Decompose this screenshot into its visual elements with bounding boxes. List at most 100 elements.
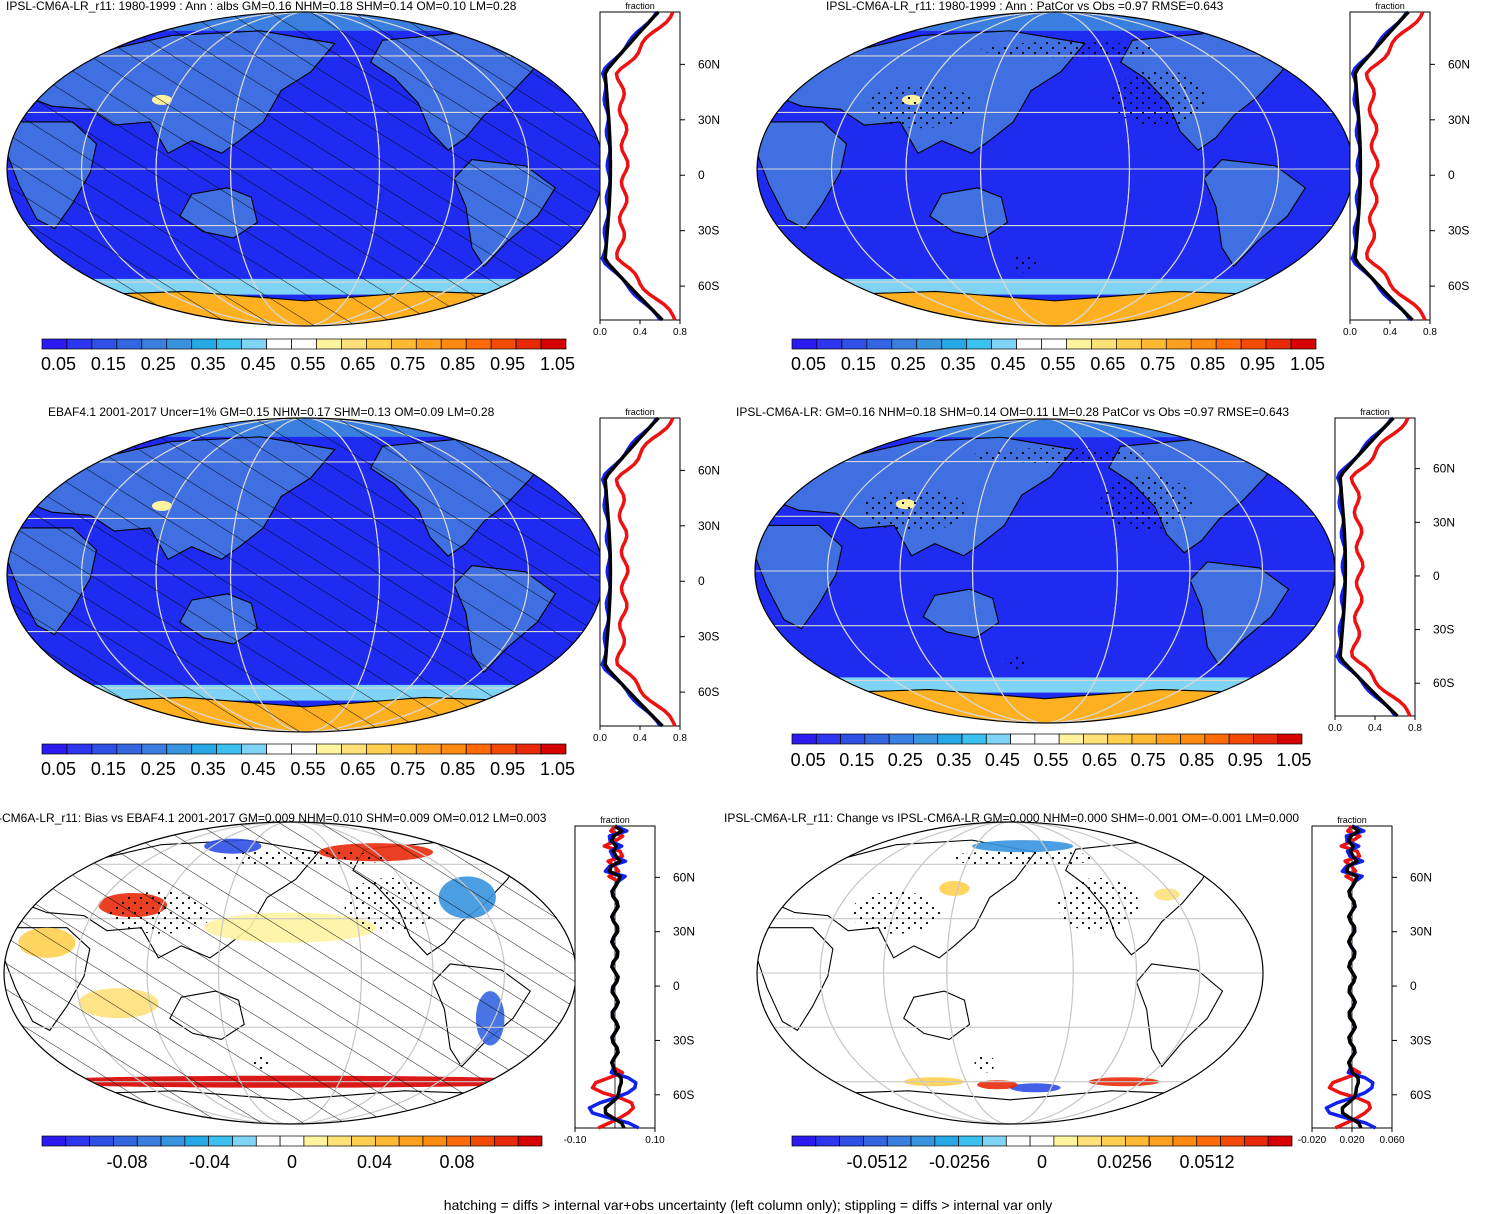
- panel-obs-ebaf: EBAF4.1 2001-2017 Uncer=1% GM=0.15 NHM=0…: [6, 405, 720, 779]
- colorbar-swatch: [1083, 733, 1109, 745]
- colorbar-swatch: [41, 1135, 67, 1147]
- colorbar: -0.08 -0.04 0 0.04 0.08: [41, 1135, 543, 1172]
- stipple-region: [218, 850, 391, 866]
- colorbar-swatch: [1165, 338, 1192, 350]
- colorbar-label: 0.75: [1140, 354, 1175, 374]
- colorbar-swatch: [266, 338, 292, 350]
- stipple-region: [980, 41, 1160, 58]
- colorbar-swatch: [1215, 338, 1242, 350]
- profile-x-label: 0.8: [673, 733, 687, 744]
- colorbar-swatch: [116, 743, 143, 755]
- hatching: [4, 822, 576, 1124]
- colorbar-swatch: [490, 743, 517, 755]
- stippling: [862, 447, 1193, 672]
- change-patch: [1154, 888, 1180, 901]
- profile-curve-black: [603, 416, 664, 728]
- colorbar-swatch: [465, 338, 492, 350]
- stipple-region: [850, 891, 942, 934]
- colorbar-swatch: [398, 1135, 424, 1147]
- colorbar-swatch: [341, 338, 367, 350]
- profile-lat-label: 30N: [1448, 113, 1470, 127]
- colorbar-swatch: [279, 1135, 305, 1147]
- colorbar-swatch: [540, 338, 567, 350]
- colorbar: -0.0512 -0.0256 0 0.0256 0.0512: [791, 1135, 1293, 1172]
- colorbar-swatch: [937, 733, 963, 745]
- colorbar-swatch: [91, 338, 118, 350]
- panel-model-r11: IPSL-CM6A-LR_r11: 1980-1999 : Ann : albs…: [6, 0, 720, 374]
- colorbar-swatch: [216, 743, 242, 755]
- land-samerica: [1189, 561, 1290, 667]
- colorbar-swatch: [941, 338, 968, 350]
- colorbar-label: 0.75: [1131, 750, 1166, 770]
- colorbar-label: 0.08: [439, 1152, 474, 1172]
- colorbar-swatch: [913, 733, 939, 745]
- meridian-line: [882, 822, 1138, 1124]
- colorbar-swatch: [815, 1135, 840, 1147]
- colorbar-swatch: [841, 338, 868, 350]
- profile-x-label: 0.4: [1383, 327, 1397, 338]
- profile-lat-label: 60N: [1448, 57, 1470, 71]
- colorbar-label: 0.95: [1228, 750, 1263, 770]
- profile-lat-label: 60N: [1410, 870, 1432, 884]
- colorbar-label: 0.04: [357, 1152, 392, 1172]
- colorbar-swatch: [191, 338, 218, 350]
- colorbar-swatch: [266, 743, 292, 755]
- map-field: [755, 419, 1335, 723]
- colorbar-swatch: [1029, 1135, 1055, 1147]
- colorbar-swatch: [415, 743, 442, 755]
- colorbar-label: 0.35: [941, 354, 976, 374]
- colorbar-swatch: [327, 1135, 352, 1147]
- change-patch: [977, 1080, 1018, 1090]
- colorbar-label: 0.55: [1040, 354, 1075, 374]
- profile-lat-label: 30S: [673, 1033, 694, 1047]
- colorbar-swatch: [91, 743, 118, 755]
- colorbar-swatch: [41, 743, 68, 755]
- colorbar-label: 0.95: [490, 759, 525, 779]
- profile-lat-label: 60S: [1448, 279, 1469, 293]
- colorbar-swatch: [136, 1135, 162, 1147]
- colorbar-swatch: [351, 1135, 376, 1147]
- colorbar-swatch: [1220, 1135, 1245, 1147]
- colorbar-swatch: [1016, 338, 1042, 350]
- panel-model-r11-patcor: IPSL-CM6A-LR_r11: 1980-1999 : Ann : PatC…: [756, 0, 1470, 374]
- profile-lat-label: 60N: [698, 463, 720, 477]
- colorbar-swatch: [791, 338, 818, 350]
- colorbar-swatch: [1101, 1135, 1126, 1147]
- colorbar-label: 0.45: [241, 759, 276, 779]
- colorbar-swatch: [891, 338, 918, 350]
- colorbar-label: 0.65: [340, 759, 375, 779]
- colorbar-swatch: [216, 338, 242, 350]
- colorbar-label: 0.55: [290, 759, 325, 779]
- southern-ocean-band: [757, 278, 1353, 295]
- colorbar-label: 0.55: [290, 354, 325, 374]
- colorbar-swatch: [1204, 733, 1230, 745]
- profile-lat-label: 30N: [1410, 925, 1432, 939]
- coast-greenland: [472, 824, 549, 859]
- profile-lat-label: 30N: [698, 113, 720, 127]
- profile-x-label: 0.8: [1423, 327, 1437, 338]
- colorbar-swatch: [866, 338, 893, 350]
- colorbar-swatch: [303, 1135, 329, 1147]
- stippling: [850, 850, 1140, 1073]
- profile-x-label: -0.10: [564, 1135, 587, 1146]
- colorbar-swatch: [840, 733, 866, 745]
- colorbar: 0.05 0.15 0.25 0.35 0.45 0.55 0.65 0.75 0.85 0.95…: [41, 338, 575, 374]
- southern-ocean-band: [755, 677, 1335, 693]
- profile-lat-label: 30S: [1410, 1033, 1431, 1047]
- colorbar-label: 0.85: [440, 759, 475, 779]
- colorbar-swatch: [191, 743, 218, 755]
- colorbar-swatch: [494, 1135, 519, 1147]
- colorbar-swatch: [89, 1135, 114, 1147]
- colorbar-label: 1.05: [540, 759, 575, 779]
- colorbar-swatch: [422, 1135, 448, 1147]
- colorbar-label: 0.95: [1240, 354, 1275, 374]
- profile-axis-label: fraction: [1375, 1, 1405, 11]
- profile-lat-label: 0: [1448, 168, 1455, 182]
- colorbar-swatch: [1140, 338, 1167, 350]
- colorbar-swatch: [141, 338, 168, 350]
- stipple-region: [109, 891, 213, 934]
- stipple-region: [867, 84, 975, 129]
- panel-title: IPSL-CM6A-LR_r11: Change vs IPSL-CM6A-LR…: [724, 811, 1299, 825]
- colorbar-swatch: [440, 338, 467, 350]
- colorbar-swatch: [1077, 1135, 1102, 1147]
